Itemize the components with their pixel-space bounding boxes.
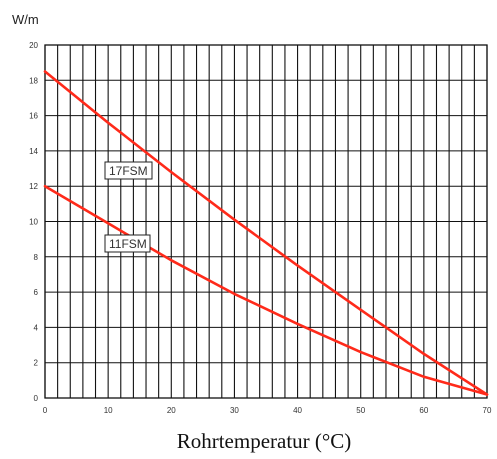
y-axis-unit-label: W/m <box>12 12 39 27</box>
x-tick-label: 0 <box>43 406 48 415</box>
series-labels: 17FSM 11FSM <box>104 161 153 253</box>
y-tick-label: 18 <box>29 76 38 85</box>
y-tick-label: 14 <box>29 147 38 156</box>
series-line <box>43 70 489 396</box>
y-tick-label: 2 <box>34 359 39 368</box>
x-tick-label: 60 <box>419 406 428 415</box>
y-tick-label: 0 <box>34 394 39 403</box>
series-label: 17FSM <box>109 164 148 178</box>
x-tick-label: 10 <box>104 406 113 415</box>
y-tick-label: 20 <box>29 41 38 50</box>
x-axis-title: Rohrtemperatur (°C) <box>177 429 352 453</box>
series-label-box <box>104 161 153 180</box>
grid <box>44 44 488 399</box>
y-tick-label: 10 <box>29 218 38 227</box>
x-tick-label: 70 <box>483 406 492 415</box>
y-tick-label: 12 <box>29 182 38 191</box>
axes: 0 2 4 6 8 10 12 14 16 18 20 0 10 20 30 40 50 60 70 <box>29 41 492 415</box>
y-tick-label: 16 <box>29 112 38 121</box>
x-tick-label: 50 <box>356 406 365 415</box>
series-lines <box>43 70 489 396</box>
series-label-box <box>104 234 151 253</box>
y-tick-label: 8 <box>34 253 39 262</box>
x-tick-label: 20 <box>167 406 176 415</box>
plot-frame <box>44 44 488 399</box>
y-tick-label: 4 <box>34 323 39 332</box>
series-label: 11FSM <box>109 237 147 251</box>
y-tick-label: 6 <box>34 288 39 297</box>
series-line <box>43 184 489 396</box>
x-tick-label: 30 <box>230 406 239 415</box>
x-tick-label: 40 <box>293 406 302 415</box>
